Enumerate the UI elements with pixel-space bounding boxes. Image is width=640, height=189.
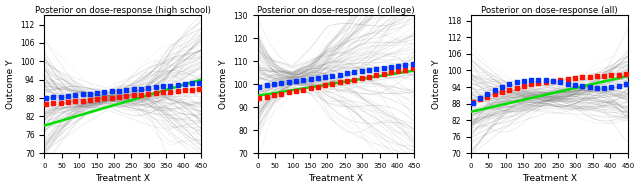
X-axis label: Treatment X: Treatment X (95, 174, 150, 184)
Title: Posterior on dose-response (college): Posterior on dose-response (college) (257, 5, 415, 15)
Y-axis label: Outcome Y: Outcome Y (219, 60, 228, 109)
X-axis label: Treatment X: Treatment X (308, 174, 364, 184)
X-axis label: Treatment X: Treatment X (522, 174, 577, 184)
Y-axis label: Outcome Y: Outcome Y (432, 60, 441, 109)
Title: Posterior on dose-response (all): Posterior on dose-response (all) (481, 5, 618, 15)
Title: Posterior on dose-response (high school): Posterior on dose-response (high school) (35, 5, 211, 15)
Y-axis label: Outcome Y: Outcome Y (6, 60, 15, 109)
